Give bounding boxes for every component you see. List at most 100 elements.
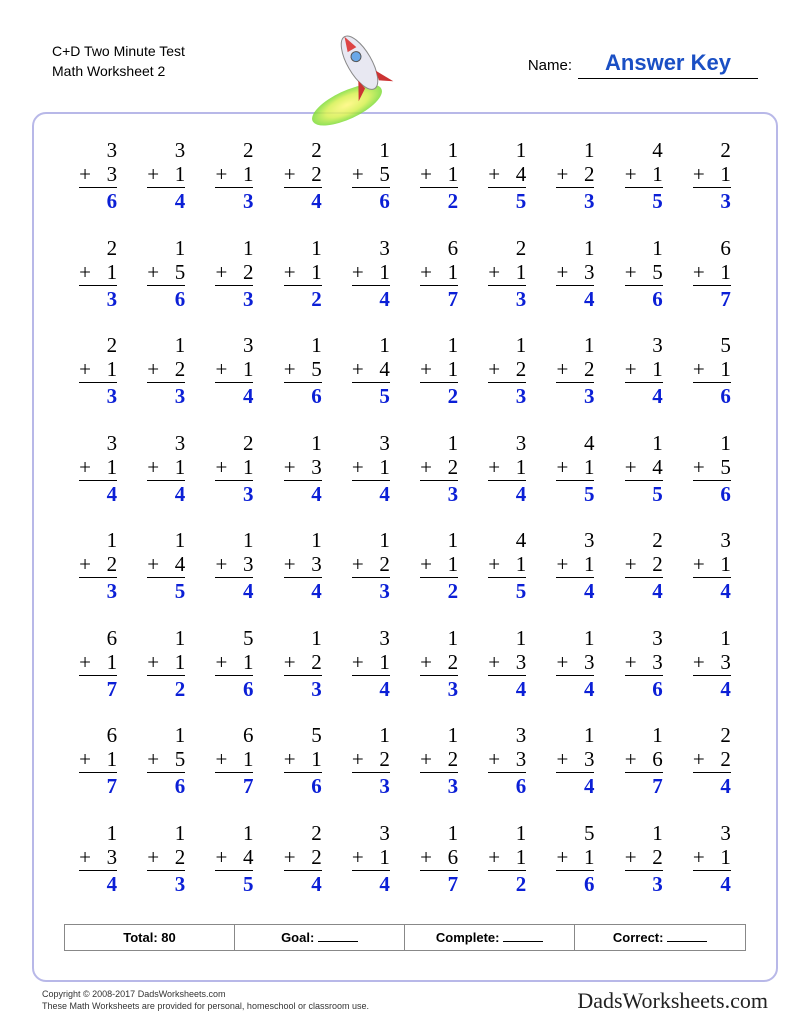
answer: 3: [215, 188, 253, 215]
operand-top: 3: [352, 626, 390, 650]
answer: 4: [215, 578, 253, 605]
operand-top: 6: [693, 236, 731, 260]
answer: 4: [352, 871, 390, 898]
operand-top: 1: [556, 626, 594, 650]
summary-correct: Correct:: [575, 925, 745, 950]
math-problem: 1+23: [405, 717, 473, 815]
operand-bottom: +4: [352, 357, 390, 383]
operand-bottom: +3: [625, 650, 663, 676]
math-problem: 1+67: [610, 717, 678, 815]
math-problem: 1+56: [269, 327, 337, 425]
math-problem: 5+16: [269, 717, 337, 815]
operand-bottom: +5: [147, 260, 185, 286]
math-problem: 3+14: [678, 522, 746, 620]
operand-top: 1: [693, 431, 731, 455]
operand-top: 6: [420, 236, 458, 260]
operand-top: 1: [556, 723, 594, 747]
math-problem: 3+14: [678, 815, 746, 913]
math-problem: 2+24: [610, 522, 678, 620]
math-problem: 1+56: [337, 132, 405, 230]
goal-blank: [318, 941, 358, 942]
answer: 5: [625, 481, 663, 508]
math-problem: 1+45: [132, 522, 200, 620]
operand-top: 3: [352, 236, 390, 260]
copyright-text: Copyright © 2008-2017 DadsWorksheets.com: [42, 989, 369, 1001]
operand-bottom: +1: [488, 552, 526, 578]
summary-row: Total: 80 Goal: Complete: Correct:: [64, 924, 746, 951]
math-problem: 1+56: [132, 717, 200, 815]
operand-bottom: +3: [79, 845, 117, 871]
math-problem: 1+23: [269, 620, 337, 718]
operand-bottom: +1: [147, 455, 185, 481]
operand-top: 3: [147, 138, 185, 162]
brand-logo: DadsWorksheets.com: [577, 988, 768, 1014]
operand-top: 1: [625, 821, 663, 845]
math-problem: 6+17: [64, 620, 132, 718]
operand-bottom: +1: [625, 162, 663, 188]
operand-bottom: +2: [420, 747, 458, 773]
operand-top: 1: [488, 138, 526, 162]
math-problem: 1+23: [64, 522, 132, 620]
operand-top: 1: [556, 138, 594, 162]
math-problem: 3+36: [473, 717, 541, 815]
summary-total: Total: 80: [65, 925, 235, 950]
math-problem: 4+15: [541, 425, 609, 523]
answer: 3: [625, 871, 663, 898]
answer: 3: [147, 871, 185, 898]
operand-bottom: +1: [284, 260, 322, 286]
answer: 4: [693, 676, 731, 703]
math-problem: 1+34: [64, 815, 132, 913]
operand-top: 3: [625, 626, 663, 650]
correct-blank: [667, 941, 707, 942]
operand-bottom: +1: [556, 845, 594, 871]
math-problem: 1+23: [337, 717, 405, 815]
operand-top: 5: [215, 626, 253, 650]
answer: 4: [556, 676, 594, 703]
operand-bottom: +2: [284, 650, 322, 676]
name-block: Name: Answer Key: [528, 50, 758, 79]
operand-bottom: +1: [215, 357, 253, 383]
answer: 6: [284, 773, 322, 800]
answer: 4: [556, 286, 594, 313]
operand-top: 2: [488, 236, 526, 260]
operand-top: 4: [556, 431, 594, 455]
answer: 5: [625, 188, 663, 215]
answer: 4: [625, 578, 663, 605]
operand-top: 1: [488, 333, 526, 357]
operand-top: 1: [352, 723, 390, 747]
operand-bottom: +2: [215, 260, 253, 286]
footer-left: Copyright © 2008-2017 DadsWorksheets.com…: [42, 989, 369, 1012]
operand-bottom: +1: [79, 650, 117, 676]
summary-complete: Complete:: [405, 925, 575, 950]
math-problem: 1+34: [541, 620, 609, 718]
operand-top: 1: [215, 528, 253, 552]
operand-top: 2: [625, 528, 663, 552]
operand-top: 2: [215, 138, 253, 162]
operand-top: 1: [79, 821, 117, 845]
problems-grid: 3+363+142+132+241+561+121+451+234+152+13…: [64, 132, 746, 912]
answer: 4: [556, 578, 594, 605]
operand-bottom: +4: [625, 455, 663, 481]
answer-key-text: Answer Key: [578, 50, 758, 79]
answer: 3: [79, 578, 117, 605]
math-problem: 6+17: [678, 230, 746, 328]
answer: 2: [420, 578, 458, 605]
answer: 3: [352, 578, 390, 605]
operand-bottom: +6: [420, 845, 458, 871]
math-problem: 4+15: [473, 522, 541, 620]
answer: 5: [147, 578, 185, 605]
operand-bottom: +2: [420, 455, 458, 481]
math-problem: 3+14: [610, 327, 678, 425]
answer: 4: [488, 481, 526, 508]
operand-bottom: +2: [147, 845, 185, 871]
operand-top: 3: [625, 333, 663, 357]
math-problem: 1+34: [269, 425, 337, 523]
math-problem: 1+23: [405, 425, 473, 523]
operand-bottom: +1: [147, 162, 185, 188]
math-problem: 2+24: [678, 717, 746, 815]
operand-top: 1: [352, 528, 390, 552]
operand-top: 3: [215, 333, 253, 357]
operand-bottom: +1: [352, 260, 390, 286]
operand-top: 1: [556, 236, 594, 260]
math-problem: 1+12: [473, 815, 541, 913]
